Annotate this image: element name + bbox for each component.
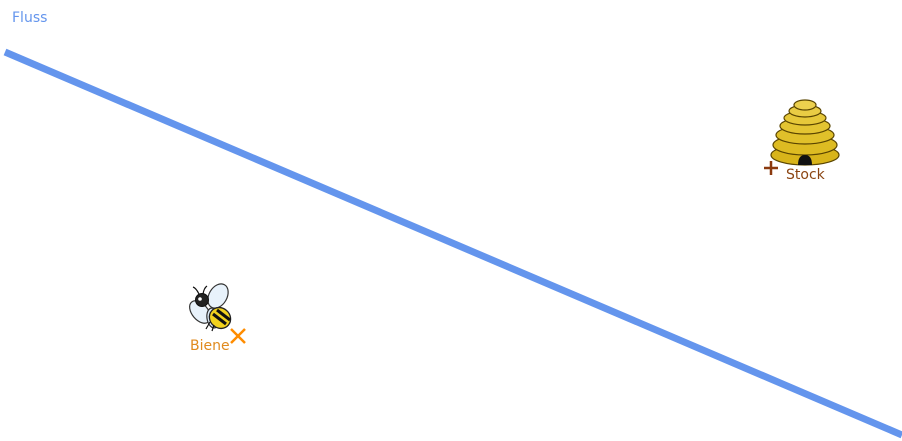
bee-icon bbox=[189, 283, 232, 332]
river-line[interactable] bbox=[3, 48, 902, 439]
river-label[interactable]: Fluss bbox=[12, 10, 48, 26]
hive-point-marker[interactable] bbox=[764, 161, 778, 175]
hive-label[interactable]: Stock bbox=[786, 167, 825, 183]
bee-point-marker[interactable] bbox=[230, 328, 246, 344]
bee-label[interactable]: Biene bbox=[190, 338, 230, 354]
beehive-icon bbox=[770, 99, 840, 166]
